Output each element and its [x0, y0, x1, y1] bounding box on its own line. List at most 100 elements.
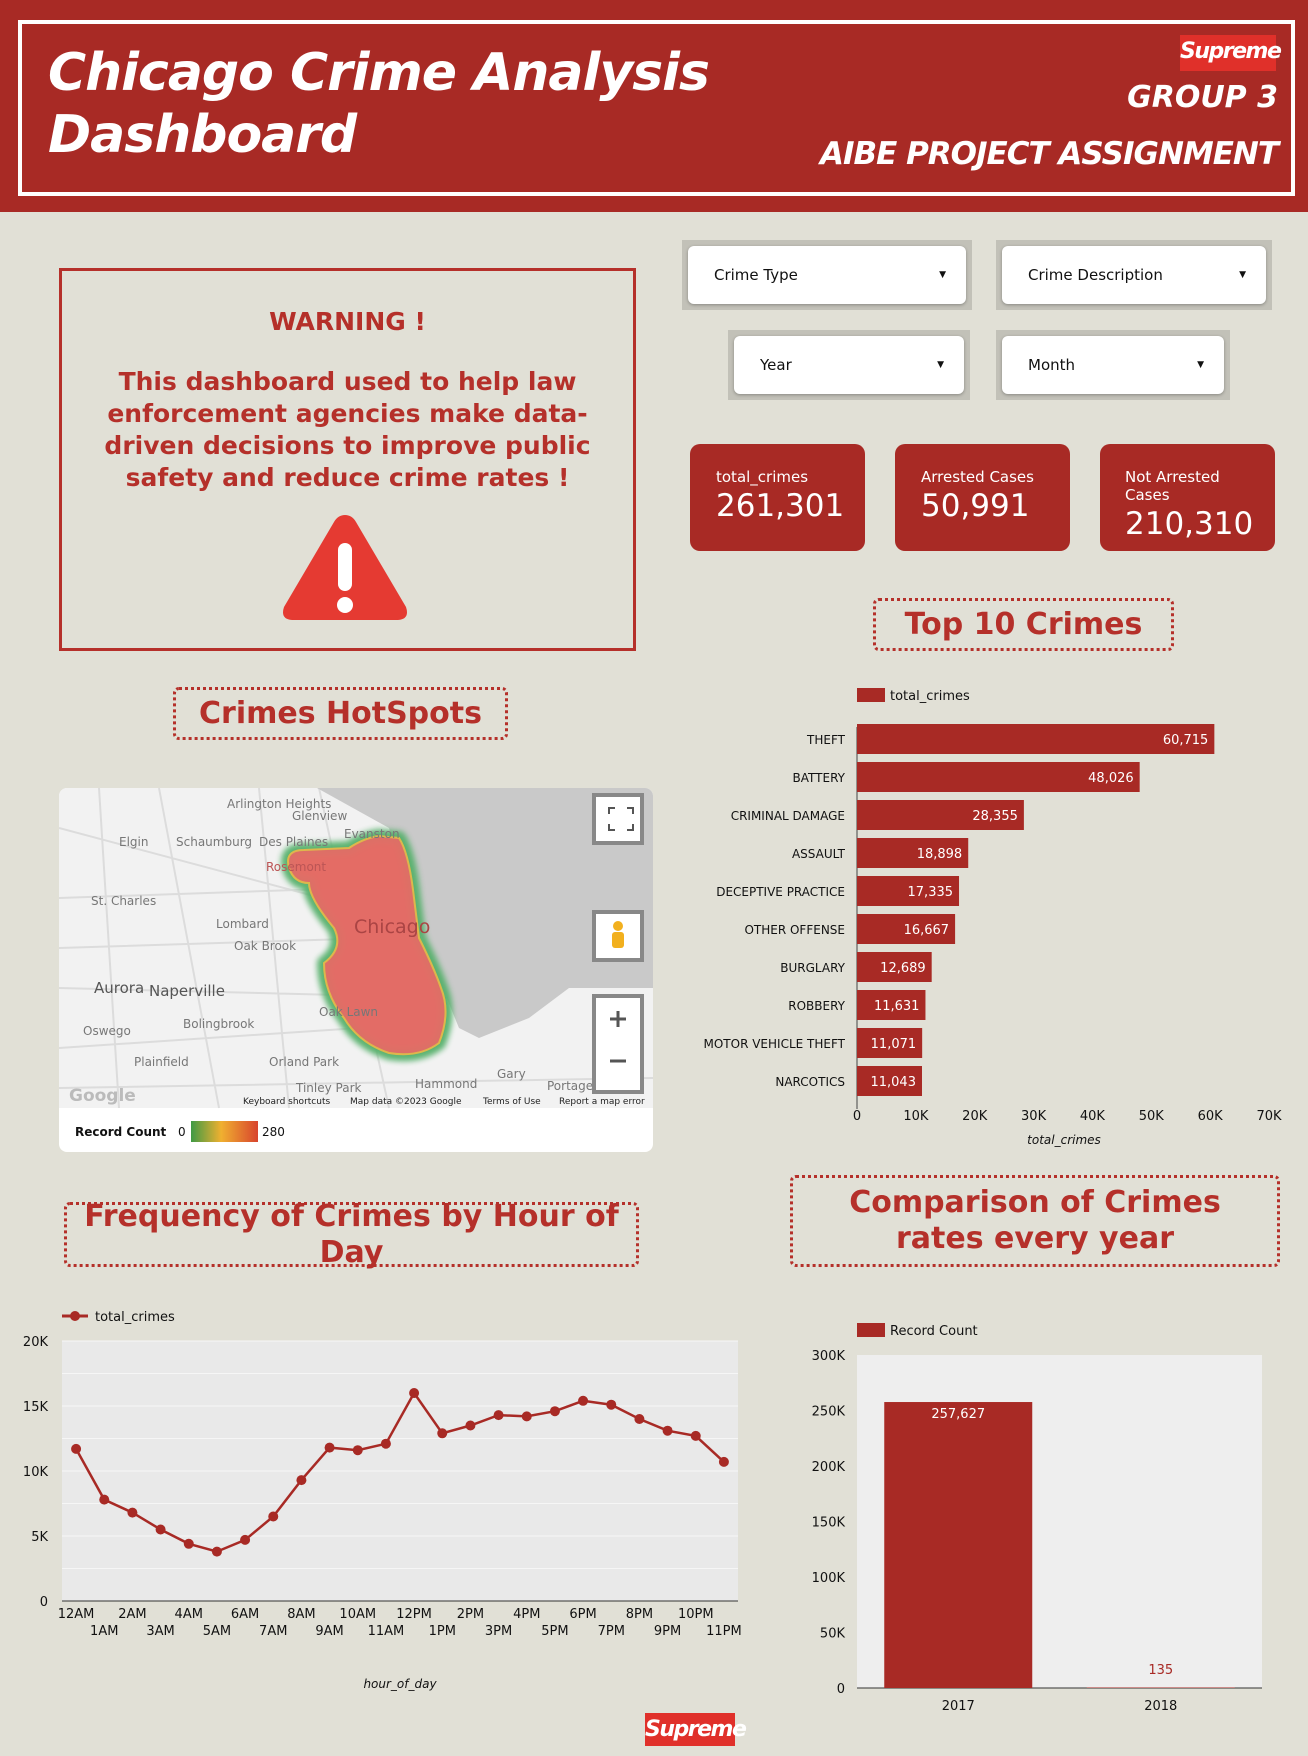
legend-label: total_crimes: [95, 1310, 175, 1325]
y-tick-label: 20K: [23, 1335, 49, 1350]
bar-value-label: 17,335: [908, 885, 954, 900]
map-label: Des Plaines: [259, 835, 328, 849]
map-label: Naperville: [149, 982, 225, 1000]
bar: [857, 914, 956, 944]
x-tick-label: 50K: [1139, 1109, 1165, 1124]
map-legend-max: 280: [262, 1125, 285, 1139]
dropdown-label: Crime Description: [1028, 266, 1163, 284]
data-point: [155, 1524, 166, 1535]
keyboard-shortcuts-link[interactable]: Keyboard shortcuts: [243, 1097, 330, 1107]
caret-down-icon: ▼: [1197, 360, 1204, 370]
google-logo: Google: [69, 1086, 136, 1106]
map-label: Orland Park: [269, 1055, 339, 1069]
data-point: [99, 1494, 110, 1505]
street-view-pegman-icon[interactable]: [592, 910, 644, 962]
data-point: [521, 1411, 532, 1422]
y-tick-label: 50K: [820, 1627, 846, 1642]
x-tick-label: 3AM: [146, 1624, 174, 1639]
zoom-control[interactable]: [592, 994, 644, 1094]
map-label: Glenview: [292, 809, 347, 823]
bar-value-label: 16,667: [904, 923, 950, 938]
category-label: ROBBERY: [788, 999, 845, 1013]
kpi-value: 50,991: [921, 488, 1030, 524]
y-tick-label: 0: [837, 1682, 845, 1697]
map-label: Plainfield: [134, 1055, 189, 1069]
category-label: DECEPTIVE PRACTICE: [716, 885, 845, 899]
data-point: [324, 1442, 335, 1453]
y-tick-label: 300K: [812, 1349, 846, 1364]
report-error-link[interactable]: Report a map error: [559, 1097, 645, 1107]
top10-title: Top 10 Crimes: [873, 598, 1174, 651]
data-point: [211, 1546, 222, 1557]
map-canvas[interactable]: Arlington Heights Glenview Elgin Schaumb…: [59, 788, 653, 1152]
y-tick-label: 15K: [23, 1400, 49, 1415]
dropdown-label: Crime Type: [714, 266, 798, 284]
category-label: ASSAULT: [792, 847, 846, 861]
kpi-value: 210,310: [1125, 506, 1254, 542]
y-tick-label: 10K: [23, 1465, 49, 1480]
data-point: [549, 1406, 560, 1417]
x-tick-label: 8PM: [626, 1607, 653, 1622]
zoom-in-icon: [610, 1011, 626, 1027]
x-tick-label: 40K: [1080, 1109, 1106, 1124]
month-dropdown[interactable]: Month ▼: [996, 330, 1230, 400]
map-label: Evanston: [344, 827, 400, 841]
legend-swatch: [857, 1323, 885, 1337]
x-tick-label: 2PM: [457, 1607, 484, 1622]
yearly-title: Comparison of Crimes rates every year: [790, 1175, 1280, 1267]
x-tick-label: 11PM: [706, 1624, 742, 1639]
map-label: Oak Lawn: [319, 1005, 378, 1019]
x-tick-label: 7PM: [598, 1624, 625, 1639]
x-tick-label: 10K: [903, 1109, 929, 1124]
category-label: THEFT: [806, 733, 846, 747]
x-tick-label: 7AM: [259, 1624, 287, 1639]
data-point: [409, 1388, 420, 1398]
hourly-title: Frequency of Crimes by Hour of Day: [64, 1199, 639, 1270]
page-title: Chicago Crime Analysis Dashboard: [48, 42, 710, 166]
map-label: Chicago: [354, 916, 430, 938]
bar: [1086, 1687, 1235, 1688]
supreme-footer-logo: Supreme: [645, 1713, 747, 1746]
terms-link[interactable]: Terms of Use: [482, 1097, 541, 1107]
map-label: Oswego: [83, 1024, 131, 1038]
data-point: [465, 1420, 476, 1431]
x-tick-label: 9AM: [315, 1624, 343, 1639]
year-dropdown[interactable]: Year ▼: [728, 330, 970, 400]
x-axis-title: total_crimes: [1027, 1133, 1101, 1147]
x-tick-label: 2017: [942, 1699, 975, 1714]
category-label: BURGLARY: [780, 961, 845, 975]
bar: [857, 800, 1024, 830]
x-tick-label: 2AM: [118, 1607, 146, 1622]
x-tick-label: 4PM: [513, 1607, 540, 1622]
legend-marker: [70, 1311, 80, 1321]
bar: [857, 1066, 922, 1096]
kpi-label: Arrested Cases: [921, 468, 1034, 486]
fullscreen-button[interactable]: [592, 793, 644, 845]
map-label: Oak Brook: [234, 939, 296, 953]
map-label: Bolingbrook: [183, 1017, 254, 1031]
bar-value-label: 11,071: [871, 1037, 917, 1052]
legend-swatch: [857, 688, 885, 702]
caret-down-icon: ▼: [939, 270, 946, 280]
x-tick-label: 11AM: [368, 1624, 405, 1639]
bar: [857, 876, 960, 906]
map-label: Hammond: [415, 1077, 477, 1091]
crime-description-dropdown[interactable]: Crime Description ▼: [996, 240, 1272, 310]
bar-value-label: 11,043: [870, 1075, 916, 1090]
crime-type-dropdown[interactable]: Crime Type ▼: [682, 240, 972, 310]
x-axis-title: hour_of_day: [363, 1677, 437, 1691]
group-label: GROUP 3: [1127, 80, 1278, 115]
yearly-bar-chart: Record Count 0 50K 100K 150K 200K 250K 300K 257,…: [812, 1323, 1262, 1714]
category-label: BATTERY: [793, 771, 846, 785]
x-tick-label: 9PM: [654, 1624, 681, 1639]
warning-panel: WARNING ! This dashboard used to help la…: [59, 268, 636, 651]
data-point: [718, 1456, 729, 1467]
kpi-label: total_crimes: [716, 468, 809, 486]
x-tick-label: 70K: [1256, 1109, 1282, 1124]
x-tick-label: 2018: [1144, 1699, 1177, 1714]
hotspot-map[interactable]: Arlington Heights Glenview Elgin Schaumb…: [59, 788, 653, 1152]
bar: [857, 990, 926, 1020]
hourly-line-chart: total_crimes 0 5K 10K 15K 20K 12AM 1AM2AM3AM4AM…: [23, 1310, 742, 1691]
bar-value-label: 48,026: [1088, 771, 1134, 786]
bar-value-label: 11,631: [874, 999, 920, 1014]
